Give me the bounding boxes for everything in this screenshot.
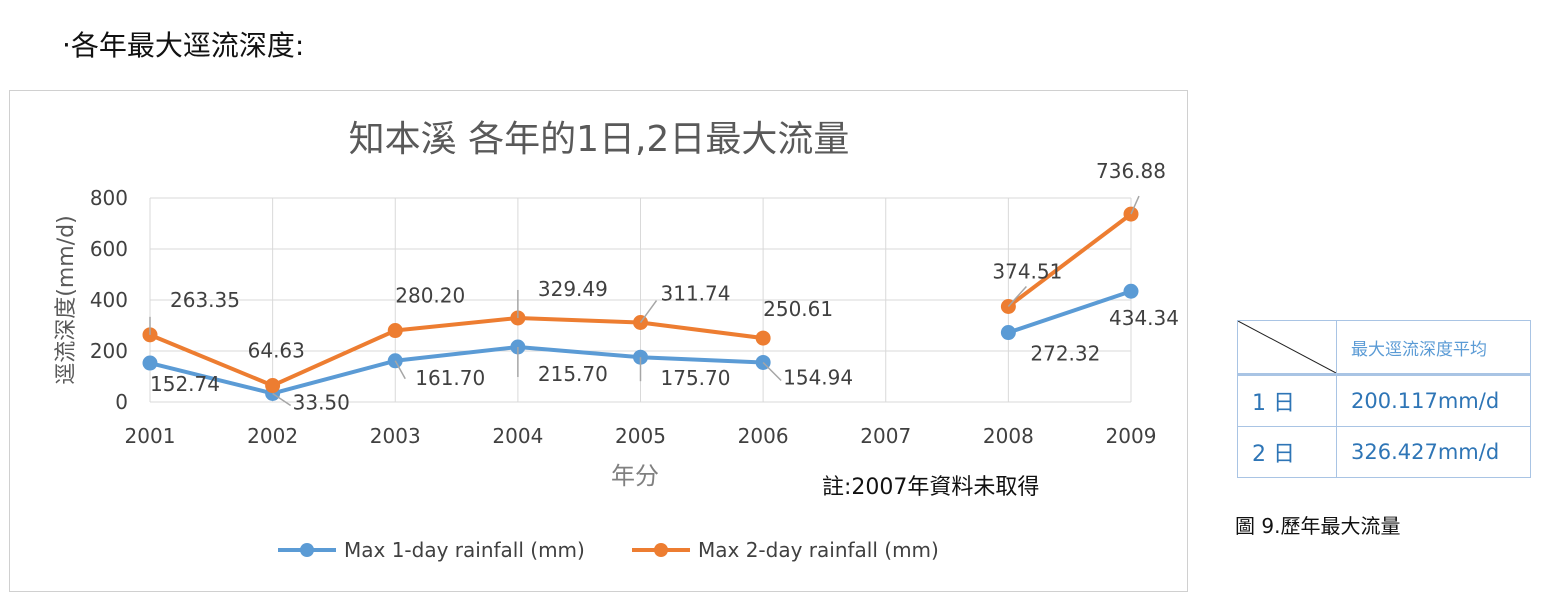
series-line [149,315,764,388]
x-tick-label: 2007 [860,424,911,448]
figure-caption: 圖 9.歷年最大流量 [1235,514,1401,538]
series-line [1007,289,1132,335]
data-label: 175.70 [661,366,731,390]
y-tick-label: 600 [90,237,128,261]
x-tick-label: 2001 [125,424,176,448]
legend-label: Max 1-day rainfall (mm) [344,538,585,562]
data-point [387,323,403,339]
x-tick-label: 2003 [370,424,421,448]
y-tick-label: 200 [90,339,128,363]
leader-line [272,392,292,407]
data-label: 250.61 [763,297,833,321]
summary-row-value: 200.117mm/d [1336,373,1531,427]
data-label: 33.50 [293,390,350,414]
diagonal-header-cell [1237,320,1337,375]
legend-label: Max 2-day rainfall (mm) [698,538,939,562]
y-axis-label: 逕流深度(mm/d) [54,215,79,384]
x-tick-label: 2009 [1106,424,1157,448]
leader-line [639,300,658,323]
y-tick-label: 400 [90,288,128,312]
data-label: 161.70 [415,366,485,390]
data-label: 374.51 [992,259,1062,283]
data-label: 263.35 [170,288,240,312]
data-label: 215.70 [538,362,608,386]
leader-line [1007,285,1027,308]
x-tick-label: 2008 [983,424,1034,448]
x-tick-label: 2002 [247,424,298,448]
data-point [755,330,771,346]
summary-row-1day: 1 日 200.117mm/d [1237,373,1531,427]
leader-line [394,360,406,380]
data-point [1000,325,1016,341]
data-point [142,355,158,371]
data-label: 272.32 [1030,342,1100,366]
data-label: 736.88 [1096,159,1166,183]
legend-marker [654,543,668,557]
data-label: 64.63 [248,339,305,363]
data-label: 152.74 [150,372,220,396]
x-tick-label: 2006 [738,424,789,448]
data-label: 154.94 [783,365,853,389]
data-point [265,378,281,394]
summary-header-row: 最大逕流深度平均 [1237,320,1531,375]
x-tick-label: 2005 [615,424,666,448]
data-point [1123,283,1139,299]
summary-header-label: 最大逕流深度平均 [1336,320,1531,375]
summary-row-label: 2 日 [1237,426,1337,478]
data-label: 311.74 [661,282,731,306]
summary-row-2day: 2 日 326.427mm/d [1237,426,1531,478]
summary-table: 最大逕流深度平均 1 日 200.117mm/d 2 日 326.427mm/d [1237,320,1531,478]
y-tick-label: 0 [115,390,128,414]
leader-line [762,361,782,382]
data-label: 280.20 [395,284,465,308]
line-chart: 知本溪 各年的1日,2日最大流量 0 200 400 600 800 2001 2002 200… [54,119,1179,562]
data-label: 434.34 [1109,306,1179,330]
section-heading: ‧各年最大逕流深度: [62,29,305,62]
leader-line [1130,195,1140,215]
x-tick-label: 2004 [492,424,543,448]
series-line [149,344,764,396]
chart-note: 註:2007年資料未取得 [822,475,1039,500]
legend-marker [300,543,314,557]
x-axis-label: 年分 [611,462,659,490]
summary-row-label: 1 日 [1237,373,1337,427]
summary-row-value: 326.427mm/d [1336,426,1531,478]
chart-container: 知本溪 各年的1日,2日最大流量 0 200 400 600 800 2001 2002 200… [9,90,1188,592]
series-line [1007,212,1133,309]
chart-title: 知本溪 各年的1日,2日最大流量 [349,119,850,160]
y-tick-label: 800 [90,186,128,210]
data-label: 329.49 [538,277,608,301]
